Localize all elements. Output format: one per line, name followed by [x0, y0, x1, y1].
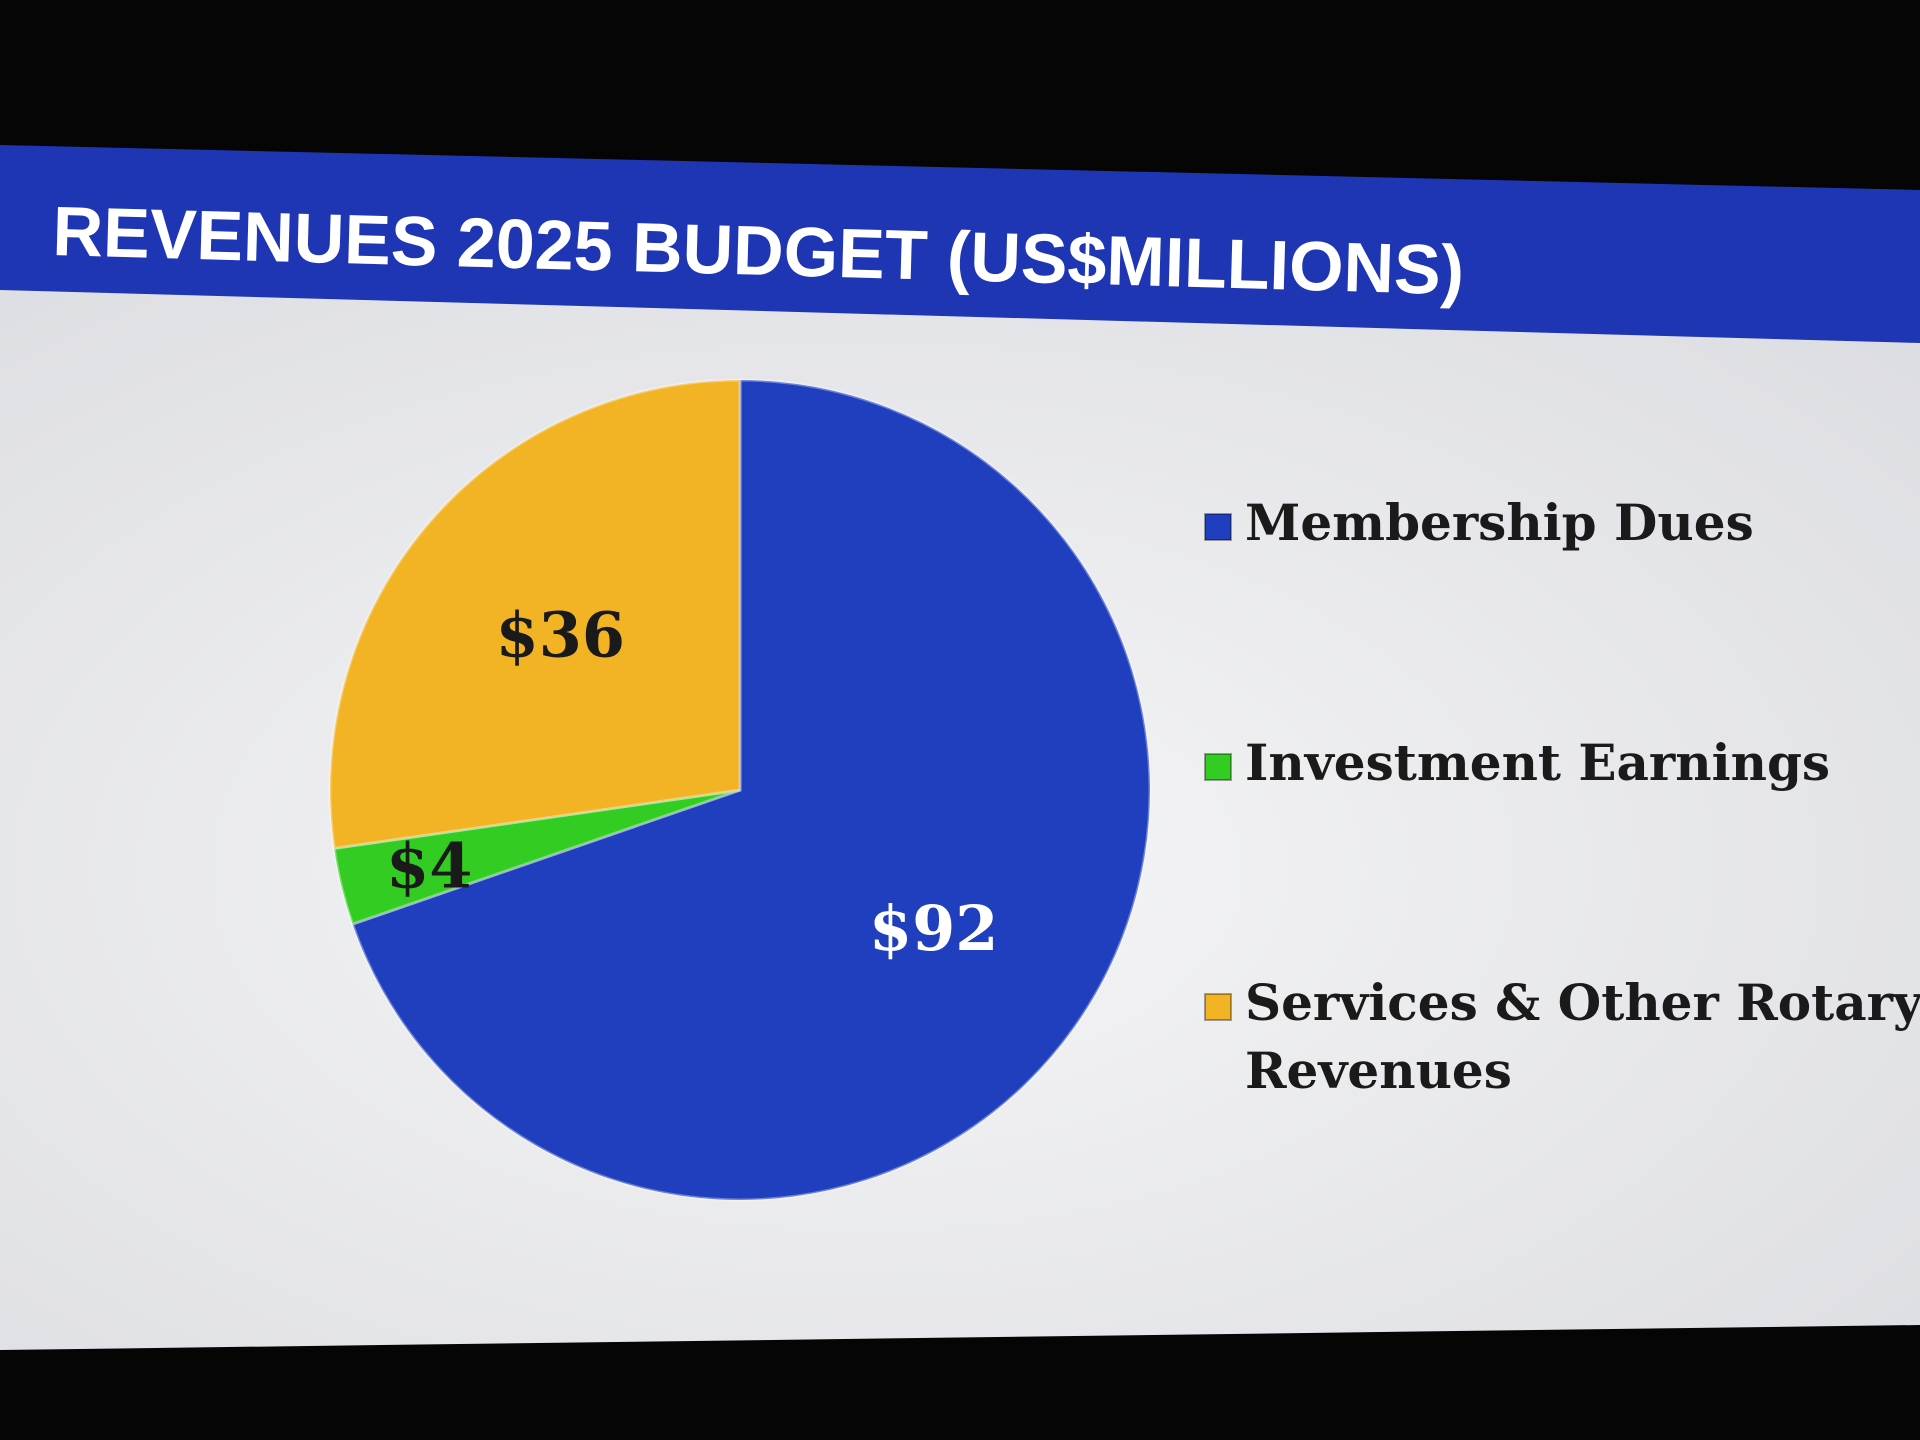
legend-label: Investment Earnings [1245, 733, 1830, 792]
pie-chart: $92 $4 $36 [328, 378, 1152, 1202]
legend-swatch [1204, 993, 1232, 1021]
data-label: $4 [386, 829, 472, 902]
legend-swatch [1204, 513, 1232, 541]
pie-slice-investment-earnings [332, 788, 741, 927]
pie-slice-services-other-rotary-revenues [328, 378, 742, 851]
data-label: $36 [496, 598, 625, 671]
legend-swatch [1204, 753, 1232, 781]
data-label: $92 [869, 892, 998, 965]
header-bar [0, 145, 1920, 343]
legend-label: Services & Other Rotary [1245, 973, 1920, 1032]
pie-slice-membership-dues [350, 378, 1152, 1202]
chart-legend: Membership Dues Investment Earnings Servic… [1204, 493, 1920, 1100]
legend-label: Membership Dues [1245, 493, 1754, 552]
legend-label: Revenues [1245, 1041, 1512, 1100]
